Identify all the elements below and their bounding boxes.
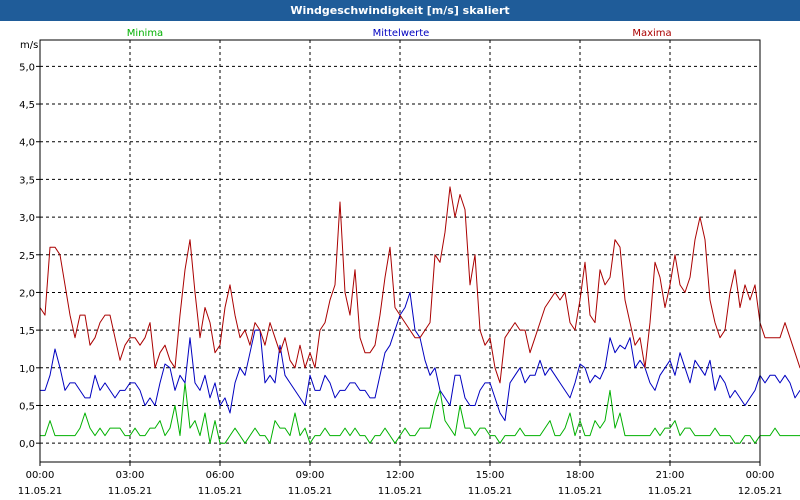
y-tick-label: 0,5	[19, 401, 35, 412]
x-tick-time-label: 18:00	[566, 470, 595, 481]
y-tick-label: 2,5	[19, 251, 35, 262]
x-tick-time-label: 06:00	[206, 470, 235, 481]
x-axis-ticks: 00:00 11.05.21 03:00 11.05.21 06:00 11.05.21 0…	[18, 462, 783, 497]
y-tick-label: 5,0	[19, 62, 35, 73]
x-tick-time-label: 09:00	[296, 470, 325, 481]
x-tick-time-label: 03:00	[116, 470, 145, 481]
x-tick-date-label: 11.05.21	[648, 486, 693, 497]
y-axis-label: m/s	[20, 40, 38, 51]
x-tick-time-label: 12:00	[386, 470, 415, 481]
y-tick-label: 1,0	[19, 364, 35, 375]
legend-item-minima: Minima	[127, 28, 163, 39]
x-tick-date-label: 11.05.21	[468, 486, 513, 497]
y-tick-label: 3,0	[19, 213, 35, 224]
series-line-maxima	[39, 186, 800, 384]
grid	[40, 40, 760, 462]
line-chart: 0,0 0,5 1,0 1,5 2,0 2,5 3,0 3,5 4,0 4,5 5,0 00:00 1…	[0, 21, 800, 500]
x-tick-date-label: 11.05.21	[18, 486, 63, 497]
y-tick-label: 2,0	[19, 288, 35, 299]
x-tick-date-label: 11.05.21	[558, 486, 603, 497]
x-tick-date-label: 11.05.21	[288, 486, 333, 497]
legend-item-mittelwerte: Mittelwerte	[373, 28, 430, 39]
x-tick-date-label: 11.05.21	[108, 486, 153, 497]
y-tick-label: 0,0	[19, 439, 35, 450]
series-line-minima	[40, 382, 800, 444]
x-tick-time-label: 00:00	[746, 470, 775, 481]
x-tick-date-label: 11.05.21	[198, 486, 243, 497]
y-tick-label: 1,5	[19, 326, 35, 337]
x-tick-date-label: 11.05.21	[378, 486, 423, 497]
series-line-mittelwerte	[40, 291, 800, 422]
y-axis-ticks: 0,0 0,5 1,0 1,5 2,0 2,5 3,0 3,5 4,0 4,5 5,0	[19, 62, 40, 450]
x-tick-time-label: 00:00	[26, 470, 55, 481]
y-tick-label: 3,5	[19, 175, 35, 186]
y-tick-label: 4,0	[19, 138, 35, 149]
legend: Minima Mittelwerte Maxima	[127, 28, 672, 39]
legend-item-maxima: Maxima	[632, 28, 671, 39]
y-tick-label: 4,5	[19, 100, 35, 111]
window-title: Windgeschwindigkeit [m/s] skaliert	[0, 0, 800, 21]
x-tick-date-label: 12.05.21	[738, 486, 783, 497]
x-tick-time-label: 21:00	[656, 470, 685, 481]
series-layer	[39, 186, 800, 444]
x-tick-time-label: 15:00	[476, 470, 505, 481]
